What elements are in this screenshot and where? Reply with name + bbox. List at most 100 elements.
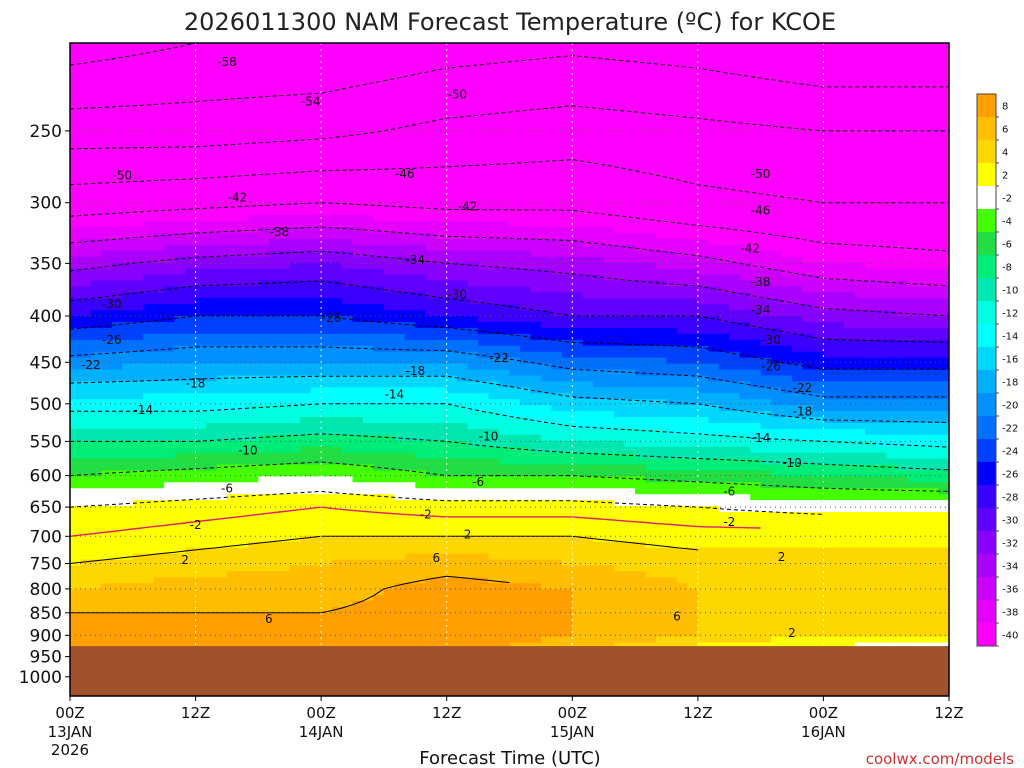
field-cell <box>457 179 469 187</box>
field-cell <box>226 333 239 341</box>
field-cell <box>321 363 333 371</box>
field-cell <box>519 464 532 472</box>
field-cell <box>70 149 82 157</box>
field-cell <box>111 90 123 98</box>
field-cell <box>342 375 354 382</box>
field-cell <box>289 440 301 448</box>
field-cell <box>321 304 333 311</box>
field-cell <box>540 292 552 299</box>
field-cell <box>300 238 312 246</box>
field-cell <box>195 310 207 317</box>
field-cell <box>404 66 416 74</box>
field-cell <box>153 464 165 472</box>
field-cell <box>363 636 375 644</box>
field-cell <box>226 72 239 80</box>
field-cell <box>352 54 364 62</box>
field-cell <box>268 470 280 477</box>
field-cell <box>342 500 354 507</box>
field-cell <box>499 351 511 359</box>
field-cell <box>342 274 354 282</box>
field-cell <box>101 601 113 608</box>
field-cell <box>153 143 165 151</box>
field-cell <box>70 387 82 394</box>
field-cell <box>499 405 511 412</box>
field-cell <box>383 357 395 365</box>
field-cell <box>467 310 479 317</box>
field-cell <box>467 428 479 436</box>
field-cell <box>247 256 259 264</box>
field-cell <box>352 416 364 424</box>
field-cell <box>226 612 239 620</box>
field-cell <box>383 624 395 632</box>
field-cell <box>174 304 186 311</box>
field-cell <box>237 280 249 287</box>
field-cell <box>122 583 134 590</box>
field-cell <box>101 428 113 436</box>
field-cell <box>342 215 354 222</box>
field-cell <box>153 476 165 483</box>
field-cell <box>143 494 155 501</box>
field-cell <box>258 310 270 317</box>
field-cell <box>363 126 375 133</box>
field-cell <box>279 434 291 442</box>
field-cell <box>143 72 155 80</box>
field-cell <box>247 506 259 513</box>
field-cell <box>185 120 197 127</box>
field-cell <box>226 606 239 614</box>
field-cell <box>185 185 197 193</box>
field-cell <box>415 559 427 566</box>
field-cell <box>111 381 123 388</box>
field-cell <box>467 535 479 543</box>
field-cell <box>373 547 385 555</box>
field-cell <box>488 446 500 454</box>
field-cell <box>363 132 375 139</box>
field-cell <box>509 535 521 543</box>
field-cell <box>321 292 333 299</box>
field-cell <box>226 351 239 359</box>
field-cell <box>70 416 82 424</box>
field-cell <box>373 601 385 608</box>
field-cell <box>195 612 207 620</box>
field-cell <box>237 618 249 626</box>
field-cell <box>488 618 500 626</box>
field-cell <box>70 310 82 317</box>
field-cell <box>342 322 354 329</box>
field-cell <box>478 529 490 537</box>
field-cell <box>530 268 542 276</box>
field-cell <box>268 411 280 418</box>
field-cell <box>488 583 500 590</box>
field-cell <box>143 422 155 430</box>
field-cell <box>457 577 469 584</box>
field-cell <box>467 618 479 626</box>
field-cell <box>415 78 427 86</box>
field-cell <box>457 553 469 561</box>
field-cell <box>164 405 176 412</box>
field-cell <box>509 511 521 519</box>
field-cell <box>457 458 469 466</box>
field-cell <box>90 387 102 394</box>
field-cell <box>111 143 123 151</box>
field-cell <box>226 268 239 276</box>
field-cell <box>258 292 270 299</box>
field-cell <box>143 274 155 282</box>
field-cell <box>279 357 291 365</box>
field-cell <box>425 48 437 56</box>
field-cell <box>268 90 280 98</box>
field-cell <box>90 606 102 614</box>
field-cell <box>132 126 144 133</box>
field-cell <box>394 191 406 198</box>
field-cell <box>153 440 165 448</box>
field-cell <box>300 173 312 181</box>
field-cell <box>164 292 176 299</box>
field-cell <box>478 185 490 193</box>
field-cell <box>153 428 165 436</box>
field-cell <box>247 440 259 448</box>
field-cell <box>164 43 176 50</box>
field-cell <box>237 304 249 311</box>
field-cell <box>310 191 322 198</box>
field-cell <box>404 399 416 406</box>
field-cell <box>530 274 542 282</box>
field-cell <box>153 375 165 382</box>
field-cell <box>436 517 448 525</box>
field-cell <box>216 577 228 584</box>
